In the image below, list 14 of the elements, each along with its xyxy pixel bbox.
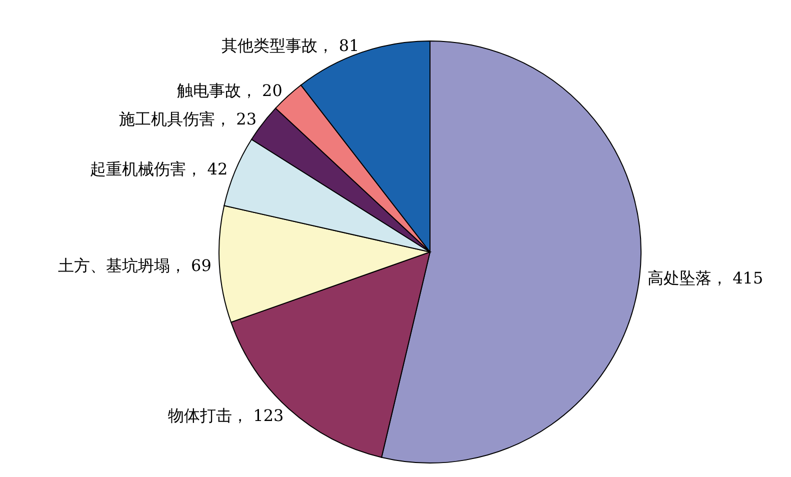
- slice-label: 触电事故: [176, 80, 241, 100]
- data-label: ， 69: [170, 255, 212, 274]
- data-label: ， 20: [240, 80, 282, 100]
- data-label: ， 123: [232, 405, 284, 424]
- data-label: ， 81: [318, 35, 360, 54]
- data-label: ， 415: [712, 268, 764, 287]
- slice-label: 施工机具伤害: [119, 108, 216, 128]
- slice-label: 其他类型事故: [222, 35, 318, 54]
- slice-label: 土方、基坑坍塌: [58, 255, 170, 274]
- data-label: ， 23: [215, 108, 257, 128]
- data-label: ， 42: [186, 158, 228, 178]
- slice-label: 高处坠落: [648, 268, 712, 287]
- slice-label: 物体打击: [168, 405, 232, 424]
- slice-label: 起重机械伤害: [90, 158, 186, 178]
